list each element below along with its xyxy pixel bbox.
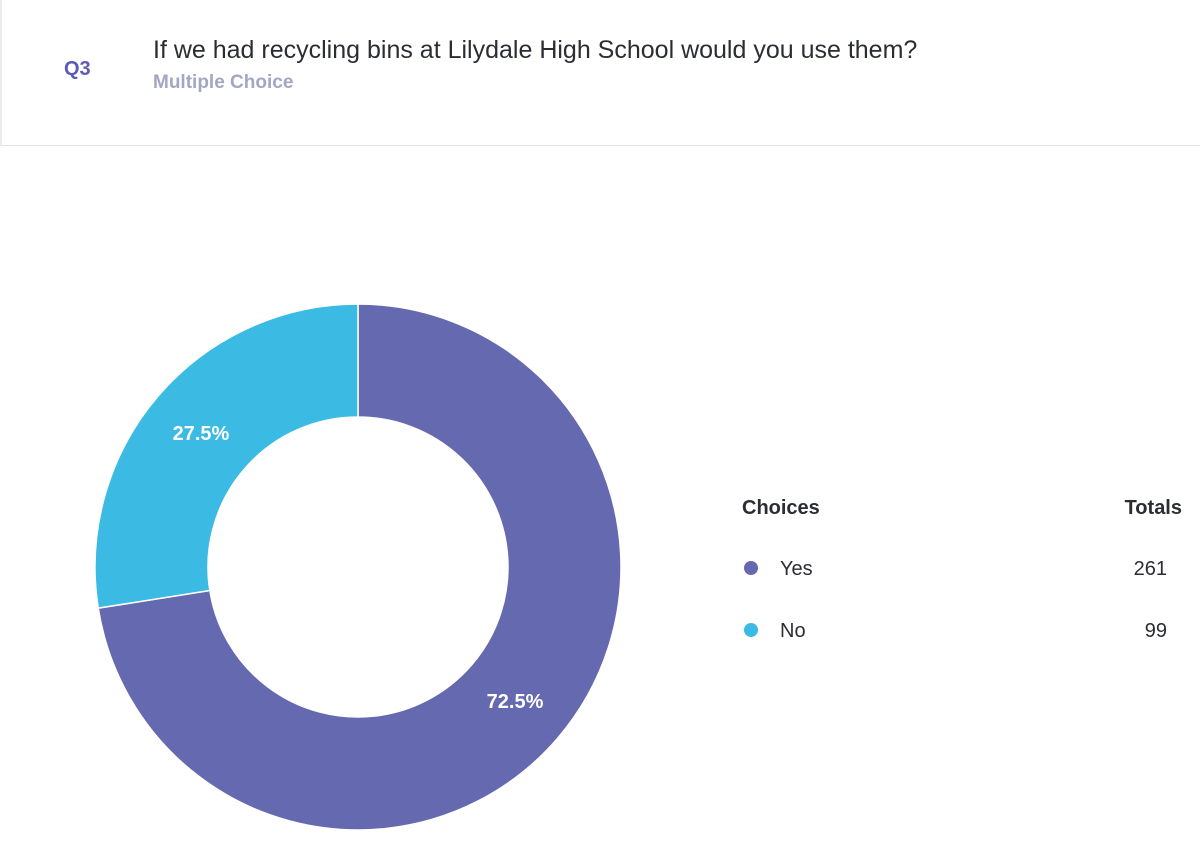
question-title: If we had recycling bins at Lilydale Hig…	[153, 36, 918, 64]
legend-label-yes: Yes	[780, 558, 813, 580]
question-type: Multiple Choice	[153, 72, 294, 93]
question-header: Q3 If we had recycling bins at Lilydale …	[0, 0, 1200, 146]
slice-no[interactable]	[94, 303, 359, 610]
legend-row-no: No 99	[744, 620, 1167, 642]
legend-rows: Yes 261 No 99	[744, 558, 1167, 642]
legend: Choices Totals Yes 261 No 99	[742, 497, 1182, 642]
slice-yes[interactable]	[97, 303, 622, 831]
donut-slices	[94, 303, 622, 831]
legend-dot-yes	[744, 561, 758, 575]
donut-chart: 72.5% 27.5% Choices Totals Yes 261 No 99	[94, 303, 1182, 831]
legend-total-no: 99	[1145, 620, 1167, 642]
header-edge	[0, 0, 2, 146]
legend-total-yes: 261	[1134, 558, 1167, 580]
slice-label-yes: 72.5%	[487, 691, 544, 713]
legend-row-yes: Yes 261	[744, 558, 1167, 580]
legend-choices-header: Choices	[742, 497, 820, 519]
slice-labels: 72.5% 27.5%	[173, 423, 544, 713]
legend-totals-header: Totals	[1125, 497, 1182, 519]
slice-label-no: 27.5%	[173, 423, 230, 445]
question-number: Q3	[64, 58, 91, 80]
legend-label-no: No	[780, 620, 806, 642]
legend-dot-no	[744, 623, 758, 637]
